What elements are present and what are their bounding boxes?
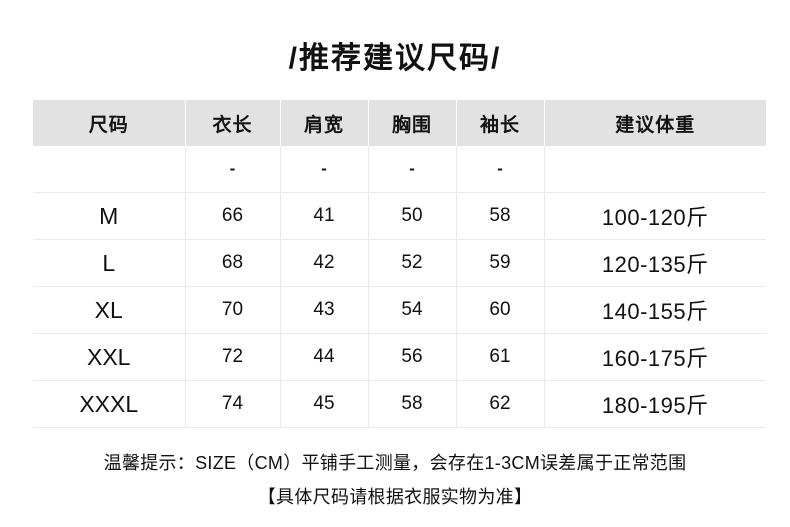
cell-shoulder: - (280, 146, 369, 193)
cell-shoulder: 43 (280, 286, 369, 334)
column-header-weight: 建议体重 (544, 100, 766, 146)
column-header-bust: 胸围 (368, 100, 457, 146)
cell-length: 72 (185, 333, 281, 381)
cell-length: 68 (185, 239, 281, 287)
cell-size: L (33, 239, 186, 287)
size-table: 尺码 衣长 肩宽 胸围 袖长 建议体重 - - - - (33, 100, 766, 428)
cell-size: M (33, 192, 186, 240)
cell-weight: 160-175斤 (544, 333, 766, 381)
column-header-sleeve: 袖长 (456, 100, 545, 146)
cell-bust: 56 (368, 333, 457, 381)
cell-shoulder: 42 (280, 239, 369, 287)
page-title: /推荐建议尺码/ (288, 42, 502, 75)
cell-size: XXXL (33, 380, 186, 428)
column-header-length: 衣长 (185, 100, 281, 146)
cell-size (33, 146, 186, 193)
cell-sleeve: 61 (456, 333, 545, 381)
size-table-header: 尺码 衣长 肩宽 胸围 袖长 建议体重 (33, 100, 766, 146)
page-title-wrapper: /推荐建议尺码/ (0, 33, 790, 77)
note-actual-garment: 【具体尺码请根据衣服实物为准】 (257, 487, 533, 507)
header-row: 尺码 衣长 肩宽 胸围 袖长 建议体重 (33, 100, 766, 146)
size-table-wrapper: 尺码 衣长 肩宽 胸围 袖长 建议体重 - - - - (33, 100, 766, 428)
size-table-body: - - - - M 66 41 50 58 100-120斤 L 68 (33, 146, 766, 428)
column-header-size: 尺码 (33, 100, 186, 146)
cell-size: XL (33, 286, 186, 334)
cell-sleeve: 59 (456, 239, 545, 287)
table-row: XXL 72 44 56 61 160-175斤 (33, 333, 766, 381)
cell-weight: 140-155斤 (544, 286, 766, 334)
note-measurement-tolerance: 温馨提示：SIZE（CM）平铺手工测量，会存在1-3CM误差属于正常范围 (103, 453, 687, 473)
table-row: L 68 42 52 59 120-135斤 (33, 239, 766, 287)
cell-shoulder: 45 (280, 380, 369, 428)
cell-bust: 54 (368, 286, 457, 334)
cell-bust: 52 (368, 239, 457, 287)
cell-bust: 50 (368, 192, 457, 240)
cell-weight: 100-120斤 (544, 192, 766, 240)
cell-size: XXL (33, 333, 186, 381)
footer-notes: 温馨提示：SIZE（CM）平铺手工测量，会存在1-3CM误差属于正常范围 【具体… (0, 446, 790, 514)
cell-bust: 58 (368, 380, 457, 428)
table-row: XL 70 43 54 60 140-155斤 (33, 286, 766, 334)
cell-sleeve: - (456, 146, 545, 193)
cell-sleeve: 62 (456, 380, 545, 428)
cell-shoulder: 44 (280, 333, 369, 381)
cell-weight (544, 146, 766, 193)
cell-sleeve: 58 (456, 192, 545, 240)
table-row: M 66 41 50 58 100-120斤 (33, 192, 766, 240)
cell-sleeve: 60 (456, 286, 545, 334)
table-row: XXXL 74 45 58 62 180-195斤 (33, 380, 766, 428)
cell-length: - (185, 146, 281, 193)
cell-bust: - (368, 146, 457, 193)
cell-weight: 180-195斤 (544, 380, 766, 428)
table-row: - - - - (33, 146, 766, 193)
cell-length: 74 (185, 380, 281, 428)
column-header-shoulder: 肩宽 (280, 100, 369, 146)
cell-length: 66 (185, 192, 281, 240)
cell-shoulder: 41 (280, 192, 369, 240)
cell-length: 70 (185, 286, 281, 334)
cell-weight: 120-135斤 (544, 239, 766, 287)
